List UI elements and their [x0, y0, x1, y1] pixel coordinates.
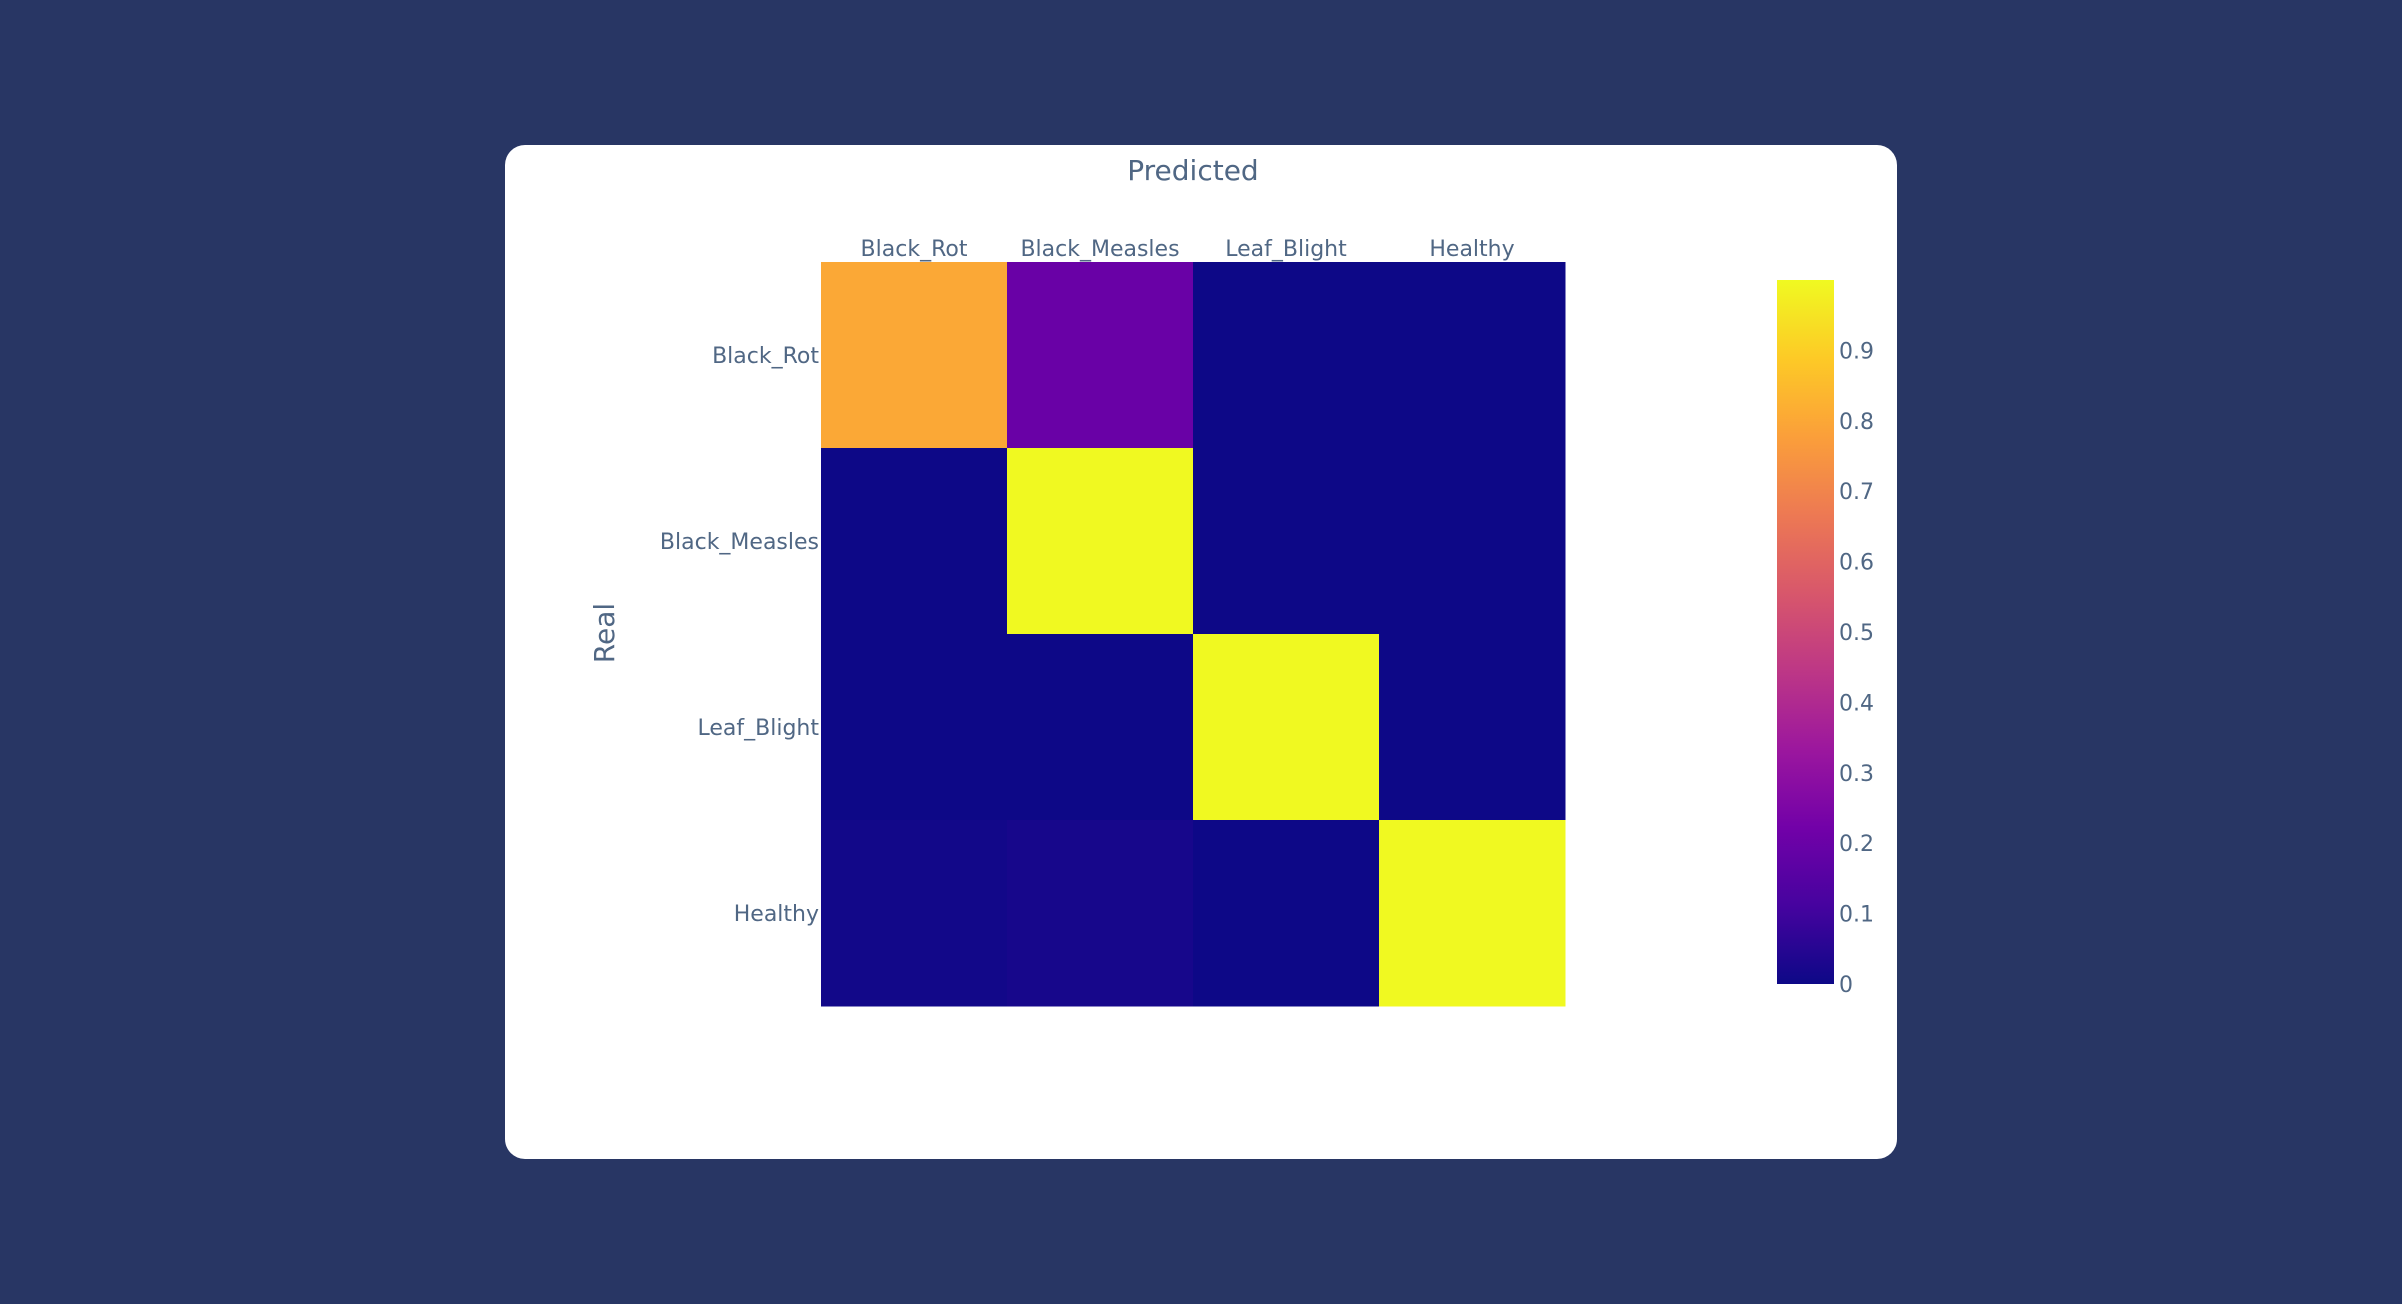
y-tick-label: Black_Rot: [712, 344, 819, 369]
heatmap-cell: [821, 448, 1008, 635]
y-tick-label: Healthy: [734, 902, 819, 927]
heatmap-cell: [1379, 634, 1566, 821]
heatmap-cell: [1193, 262, 1380, 449]
x-tick-label: Healthy: [1429, 237, 1514, 262]
x-axis-title: Predicted: [1127, 154, 1258, 187]
colorbar-scale: [1777, 280, 1834, 984]
colorbar-tick-label: 0.8: [1839, 410, 1874, 435]
colorbar-tick-label: 0: [1839, 973, 1853, 998]
colorbar-tick-label: 0.4: [1839, 691, 1874, 716]
x-tick-label: Leaf_Blight: [1225, 237, 1347, 262]
colorbar-tick-label: 0.6: [1839, 551, 1874, 576]
heatmap-cell: [1007, 820, 1194, 1007]
colorbar-tick-label: 0.2: [1839, 832, 1874, 857]
colorbar: 0 0.1 0.2 0.3 0.4 0.5 0.6 0.7 0.8 0.9: [1777, 280, 1874, 998]
colorbar-tick-label: 0.5: [1839, 621, 1874, 646]
heatmap-cell: [1007, 448, 1194, 635]
heatmap-cell: [1193, 634, 1380, 821]
colorbar-tick-label: 0.9: [1839, 339, 1874, 364]
heatmap-cell: [821, 634, 1008, 821]
heatmap-cell: [821, 262, 1008, 449]
y-tick-label: Leaf_Blight: [698, 716, 820, 741]
x-tick-label: Black_Measles: [1020, 237, 1179, 262]
colorbar-tick-label: 0.1: [1839, 903, 1874, 928]
heatmap-cell: [1379, 262, 1566, 449]
heatmap-cell: [1379, 448, 1566, 635]
heatmap-cell: [1379, 820, 1566, 1007]
chart-card: Predicted Real Black_Rot Black_Measles Lea…: [505, 145, 1897, 1159]
heatmap-cells: [821, 262, 1566, 1007]
heatmap-cell: [1007, 634, 1194, 821]
confusion-matrix-chart: Predicted Real Black_Rot Black_Measles Lea…: [588, 154, 1874, 1007]
colorbar-tick-label: 0.3: [1839, 762, 1874, 787]
heatmap-cell: [821, 820, 1008, 1007]
colorbar-tick-labels: 0 0.1 0.2 0.3 0.4 0.5 0.6 0.7 0.8 0.9: [1839, 339, 1874, 998]
heatmap-cell: [1007, 262, 1194, 449]
x-tick-label: Black_Rot: [861, 237, 968, 262]
y-tick-label: Black_Measles: [660, 530, 819, 555]
colorbar-tick-label: 0.7: [1839, 480, 1874, 505]
heatmap-cell: [1193, 448, 1380, 635]
x-tick-labels: Black_Rot Black_Measles Leaf_Blight Healthy: [861, 237, 1515, 262]
y-axis-title: Real: [588, 603, 621, 663]
y-tick-labels: Black_Rot Black_Measles Leaf_Blight Healthy: [660, 344, 819, 927]
heatmap-cell: [1193, 820, 1380, 1007]
